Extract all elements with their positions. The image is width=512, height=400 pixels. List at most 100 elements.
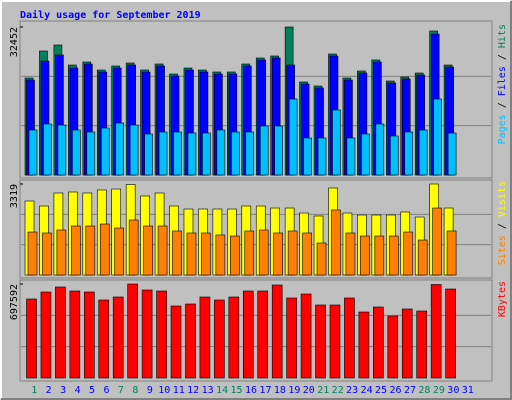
x-tick-label: 12: [187, 385, 199, 396]
x-tick-label: 26: [389, 385, 401, 396]
bar: [85, 225, 96, 276]
bar: [361, 133, 370, 176]
bar: [288, 98, 298, 176]
x-tick-label: 31: [462, 385, 474, 396]
bar: [373, 306, 384, 379]
legend-separator: /: [497, 217, 508, 235]
legend: Pages / Files / Hits: [497, 24, 508, 144]
x-tick-label: 18: [274, 385, 286, 396]
x-tick-label: 14: [216, 385, 228, 396]
bar: [273, 232, 283, 276]
bar: [259, 125, 269, 176]
bar: [214, 299, 225, 379]
bar: [374, 235, 385, 276]
x-tick-label: 15: [231, 385, 243, 396]
bar: [432, 207, 442, 276]
x-tick-label: 22: [332, 385, 344, 396]
x-tick-label: 20: [303, 385, 315, 396]
x-tick-label: 30: [447, 385, 459, 396]
bar: [72, 129, 81, 176]
x-tick-label: 13: [202, 385, 214, 396]
bar: [86, 131, 96, 176]
bar: [302, 232, 312, 276]
bar: [127, 283, 138, 379]
bar: [71, 225, 81, 276]
bar: [42, 232, 52, 276]
x-tick-label: 24: [361, 385, 373, 396]
bar: [418, 129, 428, 176]
bar: [403, 231, 414, 276]
bar: [258, 229, 269, 276]
bar: [329, 304, 341, 379]
bar: [360, 235, 370, 276]
bar: [388, 235, 399, 276]
bar: [43, 123, 52, 176]
bar: [315, 304, 326, 379]
x-tick-label: 11: [173, 385, 185, 396]
bar: [172, 230, 182, 276]
bar: [99, 223, 110, 276]
bar: [401, 308, 413, 379]
bar: [404, 131, 414, 176]
bar: [271, 284, 283, 379]
bar: [186, 232, 197, 276]
bar: [274, 125, 283, 176]
bar: [344, 297, 355, 379]
bar: [156, 290, 167, 379]
x-tick-label: 25: [375, 385, 387, 396]
bar: [98, 299, 110, 379]
legend-entry: Visits: [497, 181, 508, 217]
x-tick-label: 8: [132, 385, 138, 396]
bar: [257, 290, 269, 379]
y-tick-label: 3319: [9, 184, 20, 208]
bar: [387, 315, 399, 379]
x-tick-label: 21: [317, 385, 329, 396]
bar: [389, 135, 399, 176]
bar: [303, 137, 312, 176]
bar: [199, 296, 211, 379]
legend-entry: Files: [497, 66, 508, 96]
bar: [26, 298, 37, 379]
bar: [230, 235, 240, 276]
legend-separator: /: [497, 96, 508, 114]
bar: [170, 305, 182, 379]
bar: [27, 231, 38, 276]
x-tick-label: 3: [60, 385, 66, 396]
bar: [202, 132, 211, 176]
bar: [375, 123, 385, 176]
bar: [231, 131, 240, 176]
bar: [300, 293, 312, 379]
x-tick-label: 10: [158, 385, 170, 396]
bar: [216, 129, 226, 176]
x-tick-label: 28: [418, 385, 430, 396]
bar: [158, 131, 168, 176]
x-tick-label: 19: [288, 385, 300, 396]
bar: [115, 122, 125, 176]
x-tick-label: 23: [346, 385, 358, 396]
bar: [316, 242, 327, 276]
bar: [346, 137, 356, 176]
x-tick-label: 7: [118, 385, 124, 396]
bar: [245, 131, 255, 176]
x-tick-label: 2: [46, 385, 52, 396]
bar: [128, 219, 139, 276]
legend-separator: /: [497, 48, 508, 66]
bar: [69, 290, 81, 379]
bar: [187, 132, 197, 176]
x-tick-label: 1: [31, 385, 37, 396]
bar: [141, 289, 153, 379]
x-tick-label: 27: [404, 385, 416, 396]
legend: KBytes: [497, 281, 508, 317]
bar: [129, 124, 139, 176]
bar: [331, 209, 341, 276]
x-tick-label: 16: [245, 385, 257, 396]
bar: [173, 131, 182, 176]
bar: [57, 124, 67, 176]
y-tick-label: 697592: [9, 284, 20, 320]
x-tick-label: 29: [433, 385, 445, 396]
x-tick-label: 17: [259, 385, 271, 396]
bar: [416, 310, 427, 379]
bar: [84, 291, 95, 379]
